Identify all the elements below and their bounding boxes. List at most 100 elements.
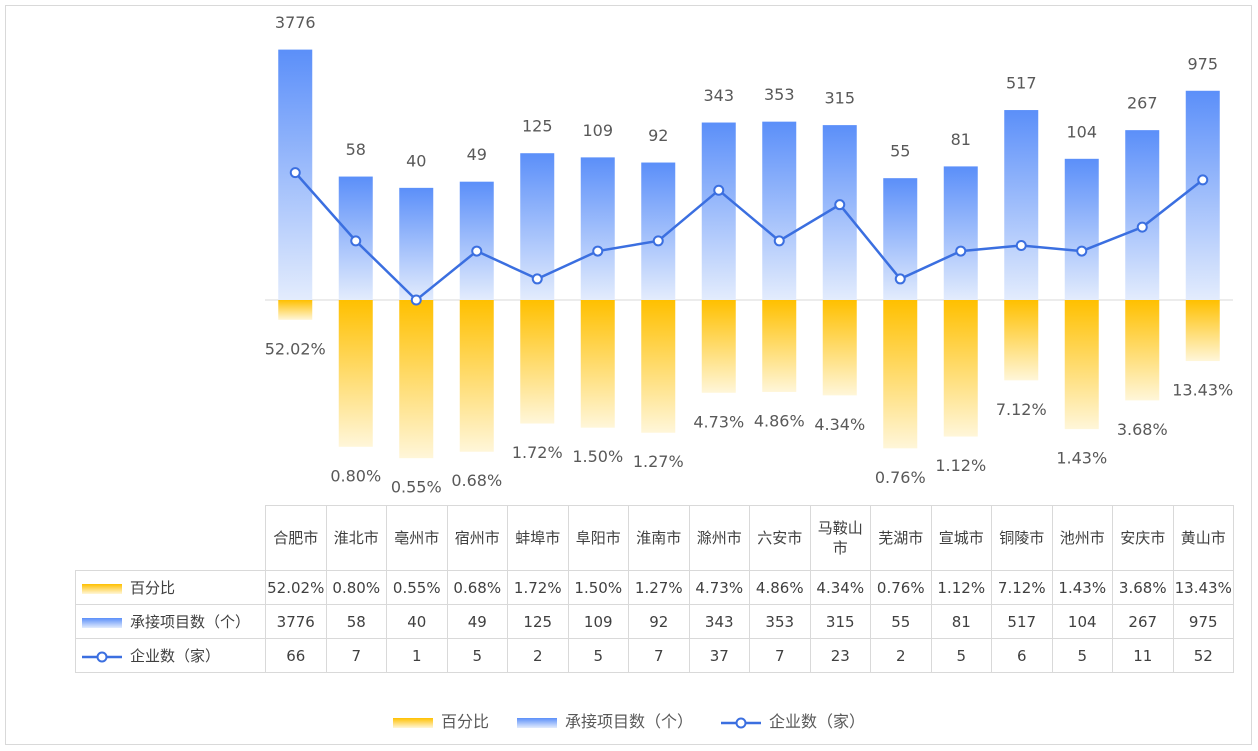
data-label: 81 [951, 130, 971, 149]
value-cell: 23 [809, 638, 871, 673]
line-marker [834, 199, 846, 211]
data-label: 0.68% [451, 471, 502, 490]
data-label: 0.55% [391, 478, 442, 497]
bar [1125, 130, 1160, 300]
bar [580, 157, 615, 300]
bar [520, 300, 555, 424]
line-marker [1015, 240, 1027, 252]
value-cell: 11 [1112, 638, 1174, 673]
value-cell: 3.68% [1112, 570, 1174, 605]
value-cell: 3776 [265, 604, 327, 639]
line-marker [1076, 245, 1088, 257]
data-label: 40 [406, 151, 426, 170]
data-label: 49 [467, 145, 487, 164]
category-cell: 安庆市 [1112, 505, 1174, 571]
category-cell: 滁州市 [688, 505, 750, 571]
value-cell: 52 [1172, 638, 1234, 673]
data-row: 百分比 52.02% 0.80% 0.55% 0.68% 1.72% 1.50% 1.27% 4… [75, 570, 1234, 605]
legend-swatch [392, 717, 433, 728]
bar [701, 300, 736, 393]
bar [459, 181, 494, 300]
bar [399, 187, 434, 300]
row-label: 企业数（家） [75, 638, 266, 673]
value-cell: 4.34% [809, 570, 871, 605]
value-cell: 343 [688, 604, 750, 639]
bar [459, 300, 494, 452]
data-label: 92 [648, 126, 668, 145]
data-label: 109 [582, 121, 613, 140]
legend-swatch [82, 583, 122, 594]
category-cell: 黄山市 [1172, 505, 1234, 571]
bar [338, 300, 373, 447]
data-label: 3776 [275, 13, 316, 32]
row-label-text: 承接项目数（个） [130, 613, 251, 631]
category-cell: 宿州市 [446, 505, 508, 571]
bar [580, 300, 615, 428]
line-marker [955, 245, 967, 257]
category-cell: 合肥市 [265, 505, 327, 571]
data-label: 1.43% [1056, 449, 1107, 468]
line-marker [410, 294, 422, 306]
bar [762, 300, 797, 392]
row-label-text: 企业数（家） [130, 647, 221, 665]
data-label: 1.72% [512, 443, 563, 462]
data-label: 353 [764, 85, 795, 104]
row-label-text: 百分比 [130, 579, 176, 597]
line-marker [894, 273, 906, 285]
data-label: 55 [890, 142, 910, 161]
bar [1064, 300, 1099, 430]
value-cell: 81 [930, 604, 992, 639]
line-marker [652, 235, 664, 247]
value-cell: 5 [1051, 638, 1113, 673]
bar [1004, 110, 1039, 300]
data-label: 104 [1066, 122, 1097, 141]
value-cell: 125 [507, 604, 569, 639]
value-cell: 315 [809, 604, 871, 639]
category-cell: 阜阳市 [567, 505, 629, 571]
line-marker [592, 245, 604, 257]
value-cell: 5 [930, 638, 992, 673]
legend-key [721, 717, 761, 728]
bar [1185, 300, 1220, 362]
legend-label: 承接项目数（个） [564, 712, 693, 731]
line-marker [773, 235, 785, 247]
line-marker [350, 235, 362, 247]
data-label: 517 [1006, 74, 1037, 93]
row-label: 承接项目数（个） [75, 604, 266, 639]
data-label: 343 [703, 86, 734, 105]
value-cell: 6 [991, 638, 1053, 673]
legend-item: 百分比 [392, 712, 489, 731]
value-cell: 267 [1112, 604, 1174, 639]
line-marker [531, 273, 543, 285]
data-label: 58 [346, 140, 366, 159]
bar [943, 300, 978, 437]
value-cell: 2 [870, 638, 932, 673]
legend-label: 百分比 [440, 712, 489, 731]
legend-key [516, 717, 557, 728]
value-cell: 7 [749, 638, 811, 673]
legend-marker [96, 651, 108, 662]
category-cell: 宣城市 [930, 505, 992, 571]
data-label: 7.12% [996, 400, 1047, 419]
value-cell: 40 [386, 604, 448, 639]
value-cell: 5 [446, 638, 508, 673]
data-row: 企业数（家） 66 7 1 5 2 5 7 37 7 23 2 5 6 5 11 52 [75, 638, 1234, 673]
category-cell: 蚌埠市 [507, 505, 569, 571]
bar [278, 300, 313, 320]
category-cell: 淮北市 [325, 505, 387, 571]
value-cell: 7 [628, 638, 690, 673]
value-cell: 1.12% [930, 570, 992, 605]
bar [1185, 90, 1220, 300]
value-cell: 353 [749, 604, 811, 639]
bar [1004, 300, 1039, 381]
value-cell: 109 [567, 604, 629, 639]
value-cell: 2 [507, 638, 569, 673]
value-cell: 5 [567, 638, 629, 673]
value-cell: 7.12% [991, 570, 1053, 605]
data-label: 267 [1127, 94, 1158, 113]
value-cell: 58 [325, 604, 387, 639]
value-cell: 13.43% [1172, 570, 1234, 605]
legend: 百分比 承接项目数（个） 企业数（家） [0, 708, 1258, 732]
